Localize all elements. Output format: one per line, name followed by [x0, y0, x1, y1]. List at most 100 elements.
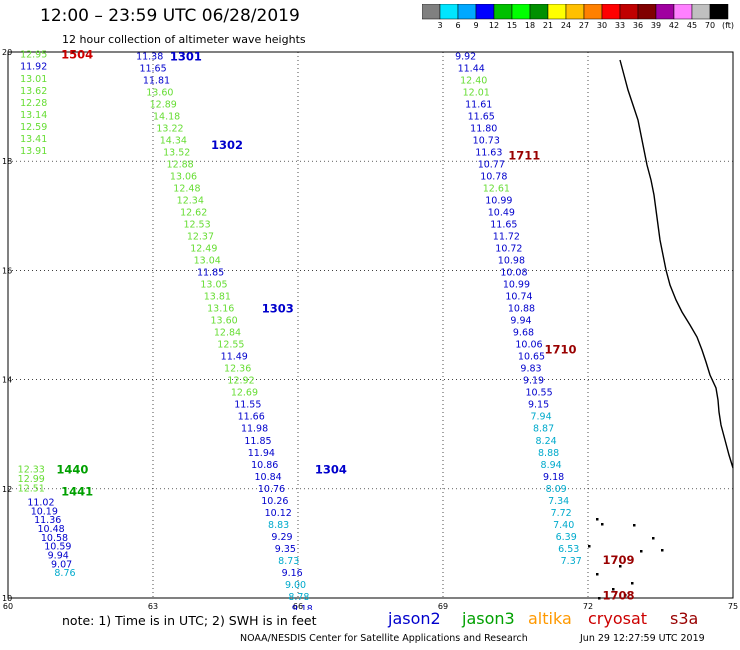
colorbar-label: 15	[506, 21, 518, 30]
wave-height-reading: 8.87	[533, 424, 554, 435]
wave-height-reading: 12.99	[18, 474, 45, 485]
wave-height-reading: 10.77	[478, 159, 505, 170]
wave-height-reading: 13.16	[207, 304, 234, 315]
colorbar-label: 9	[473, 21, 479, 30]
wave-height-reading: 8.76	[54, 568, 75, 579]
colorbar-label: 39	[650, 21, 662, 30]
wave-height-reading: 9.16	[282, 568, 303, 579]
wave-height-reading: 12.36	[224, 364, 251, 375]
wave-height-reading: 13.91	[20, 146, 47, 157]
legend-item-s3a: s3a	[670, 609, 699, 628]
wave-height-reading: 10.19	[31, 506, 58, 517]
wave-height-reading: 11.55	[234, 400, 261, 411]
wave-height-reading: 12.49	[190, 244, 217, 255]
wave-height-reading: 11.63	[475, 147, 502, 158]
wave-height-reading: 10.48	[37, 524, 64, 535]
wave-height-reading: 13.62	[20, 86, 47, 97]
pass-number-label: 1504	[61, 48, 93, 62]
wave-height-reading: 12.01	[463, 87, 490, 98]
island	[633, 524, 636, 527]
wave-height-reading: 12.40	[460, 75, 487, 86]
map-title: 12:00 – 23:59 UTC 06/28/2019	[40, 6, 300, 26]
wave-height-reading: 13.60	[146, 87, 173, 98]
wave-height-reading: 9.35	[275, 544, 296, 555]
colorbar-label: 45	[686, 21, 698, 30]
wave-height-reading: 8.88	[538, 448, 559, 459]
legend-item-jason3: jason3	[462, 609, 515, 628]
wave-height-reading: 11.61	[465, 99, 492, 110]
generated-timestamp: Jun 29 12:27:59 UTC 2019	[580, 633, 705, 644]
x-tick-label: 60	[3, 602, 13, 610]
wave-height-reading: 11.66	[238, 412, 265, 423]
pass-number-label: 1710	[545, 343, 577, 357]
wave-height-reading: 10.88	[508, 304, 535, 315]
wave-height-reading: 10.49	[488, 208, 515, 219]
y-tick-label: 16	[2, 266, 12, 275]
colorbar	[422, 4, 729, 20]
wave-height-reading: 10.12	[265, 508, 292, 519]
wave-height-reading: 8.73	[278, 556, 299, 567]
wave-height-reading: 12.62	[180, 208, 207, 219]
island	[601, 523, 604, 526]
wave-height-reading: 9.18	[543, 472, 564, 483]
wave-height-reading: 8.24	[536, 436, 557, 447]
wave-height-reading: 9.19	[523, 376, 544, 387]
wave-height-reading: 10.26	[261, 496, 288, 507]
wave-height-reading: 13.06	[170, 171, 197, 182]
wave-height-reading: 12.37	[187, 232, 214, 243]
wave-height-reading: 12.34	[177, 196, 204, 207]
colorbar-label: 6	[455, 21, 461, 30]
wave-height-reading: 10.72	[495, 244, 522, 255]
wave-height-reading: 10.55	[525, 388, 552, 399]
colorbar-label: 42	[668, 21, 680, 30]
wave-height-reading: 8.09	[546, 484, 567, 495]
pass-number-label: 1441	[61, 485, 93, 499]
x-tick-label: 66	[293, 602, 303, 610]
wave-height-reading: 12.28	[20, 98, 47, 109]
credit-text: NOAA/NESDIS Center for Satellite Applica…	[240, 633, 528, 644]
wave-height-reading: 13.14	[20, 110, 47, 121]
colorbar-label: 36	[632, 21, 644, 30]
wave-height-reading: 11.44	[458, 63, 485, 74]
wave-height-reading: 9.94	[510, 316, 531, 327]
x-tick-label: 72	[583, 602, 593, 610]
wave-height-reading: 11.92	[20, 62, 47, 73]
colorbar-label: 12	[488, 21, 500, 30]
wave-height-reading: 10.76	[258, 484, 285, 495]
wave-height-reading: 14.34	[160, 135, 187, 146]
colorbar-label: 70	[704, 21, 716, 30]
wave-height-reading: 9.68	[513, 328, 534, 339]
colorbar-label: 24	[560, 21, 572, 30]
island	[612, 588, 615, 591]
wave-height-reading: 10.73	[473, 135, 500, 146]
pass-number-label: 1301	[170, 49, 202, 63]
wave-height-reading: 12.48	[173, 184, 200, 195]
pass-number-label: 1304	[315, 463, 347, 477]
x-tick-label: 75	[728, 602, 738, 610]
wave-height-reading: 9.92	[455, 51, 476, 62]
colorbar-swatch	[709, 4, 729, 20]
wave-height-reading: 10.98	[498, 256, 525, 267]
wave-height-reading: 11.65	[490, 220, 517, 231]
island	[596, 573, 599, 576]
wave-height-reading: 12.92	[227, 376, 254, 387]
wave-height-reading: 11.49	[221, 352, 248, 363]
map-subtitle: 12 hour collection of altimeter wave hei…	[62, 33, 306, 46]
wave-height-reading: 11.65	[468, 111, 495, 122]
y-tick-label: 14	[2, 376, 12, 385]
wave-height-reading: 7.37	[561, 556, 582, 567]
wave-height-reading: 7.72	[551, 508, 572, 519]
wave-height-reading: 10.58	[41, 533, 68, 544]
wave-height-reading: 12.33	[18, 465, 45, 476]
wave-height-reading: 9.00	[285, 580, 306, 591]
y-tick-label: 12	[2, 485, 12, 494]
wave-height-reading: 12.61	[483, 184, 510, 195]
wave-height-reading: 12.55	[217, 340, 244, 351]
x-tick-label: 69	[438, 602, 448, 610]
pass-number-label: 1709	[603, 553, 635, 567]
wave-height-reading: 10.78	[480, 171, 507, 182]
legend-item-cryosat: cryosat	[588, 609, 648, 628]
colorbar-label: 33	[614, 21, 626, 30]
colorbar-label: 18	[524, 21, 536, 30]
wave-height-reading: 13.05	[200, 280, 227, 291]
